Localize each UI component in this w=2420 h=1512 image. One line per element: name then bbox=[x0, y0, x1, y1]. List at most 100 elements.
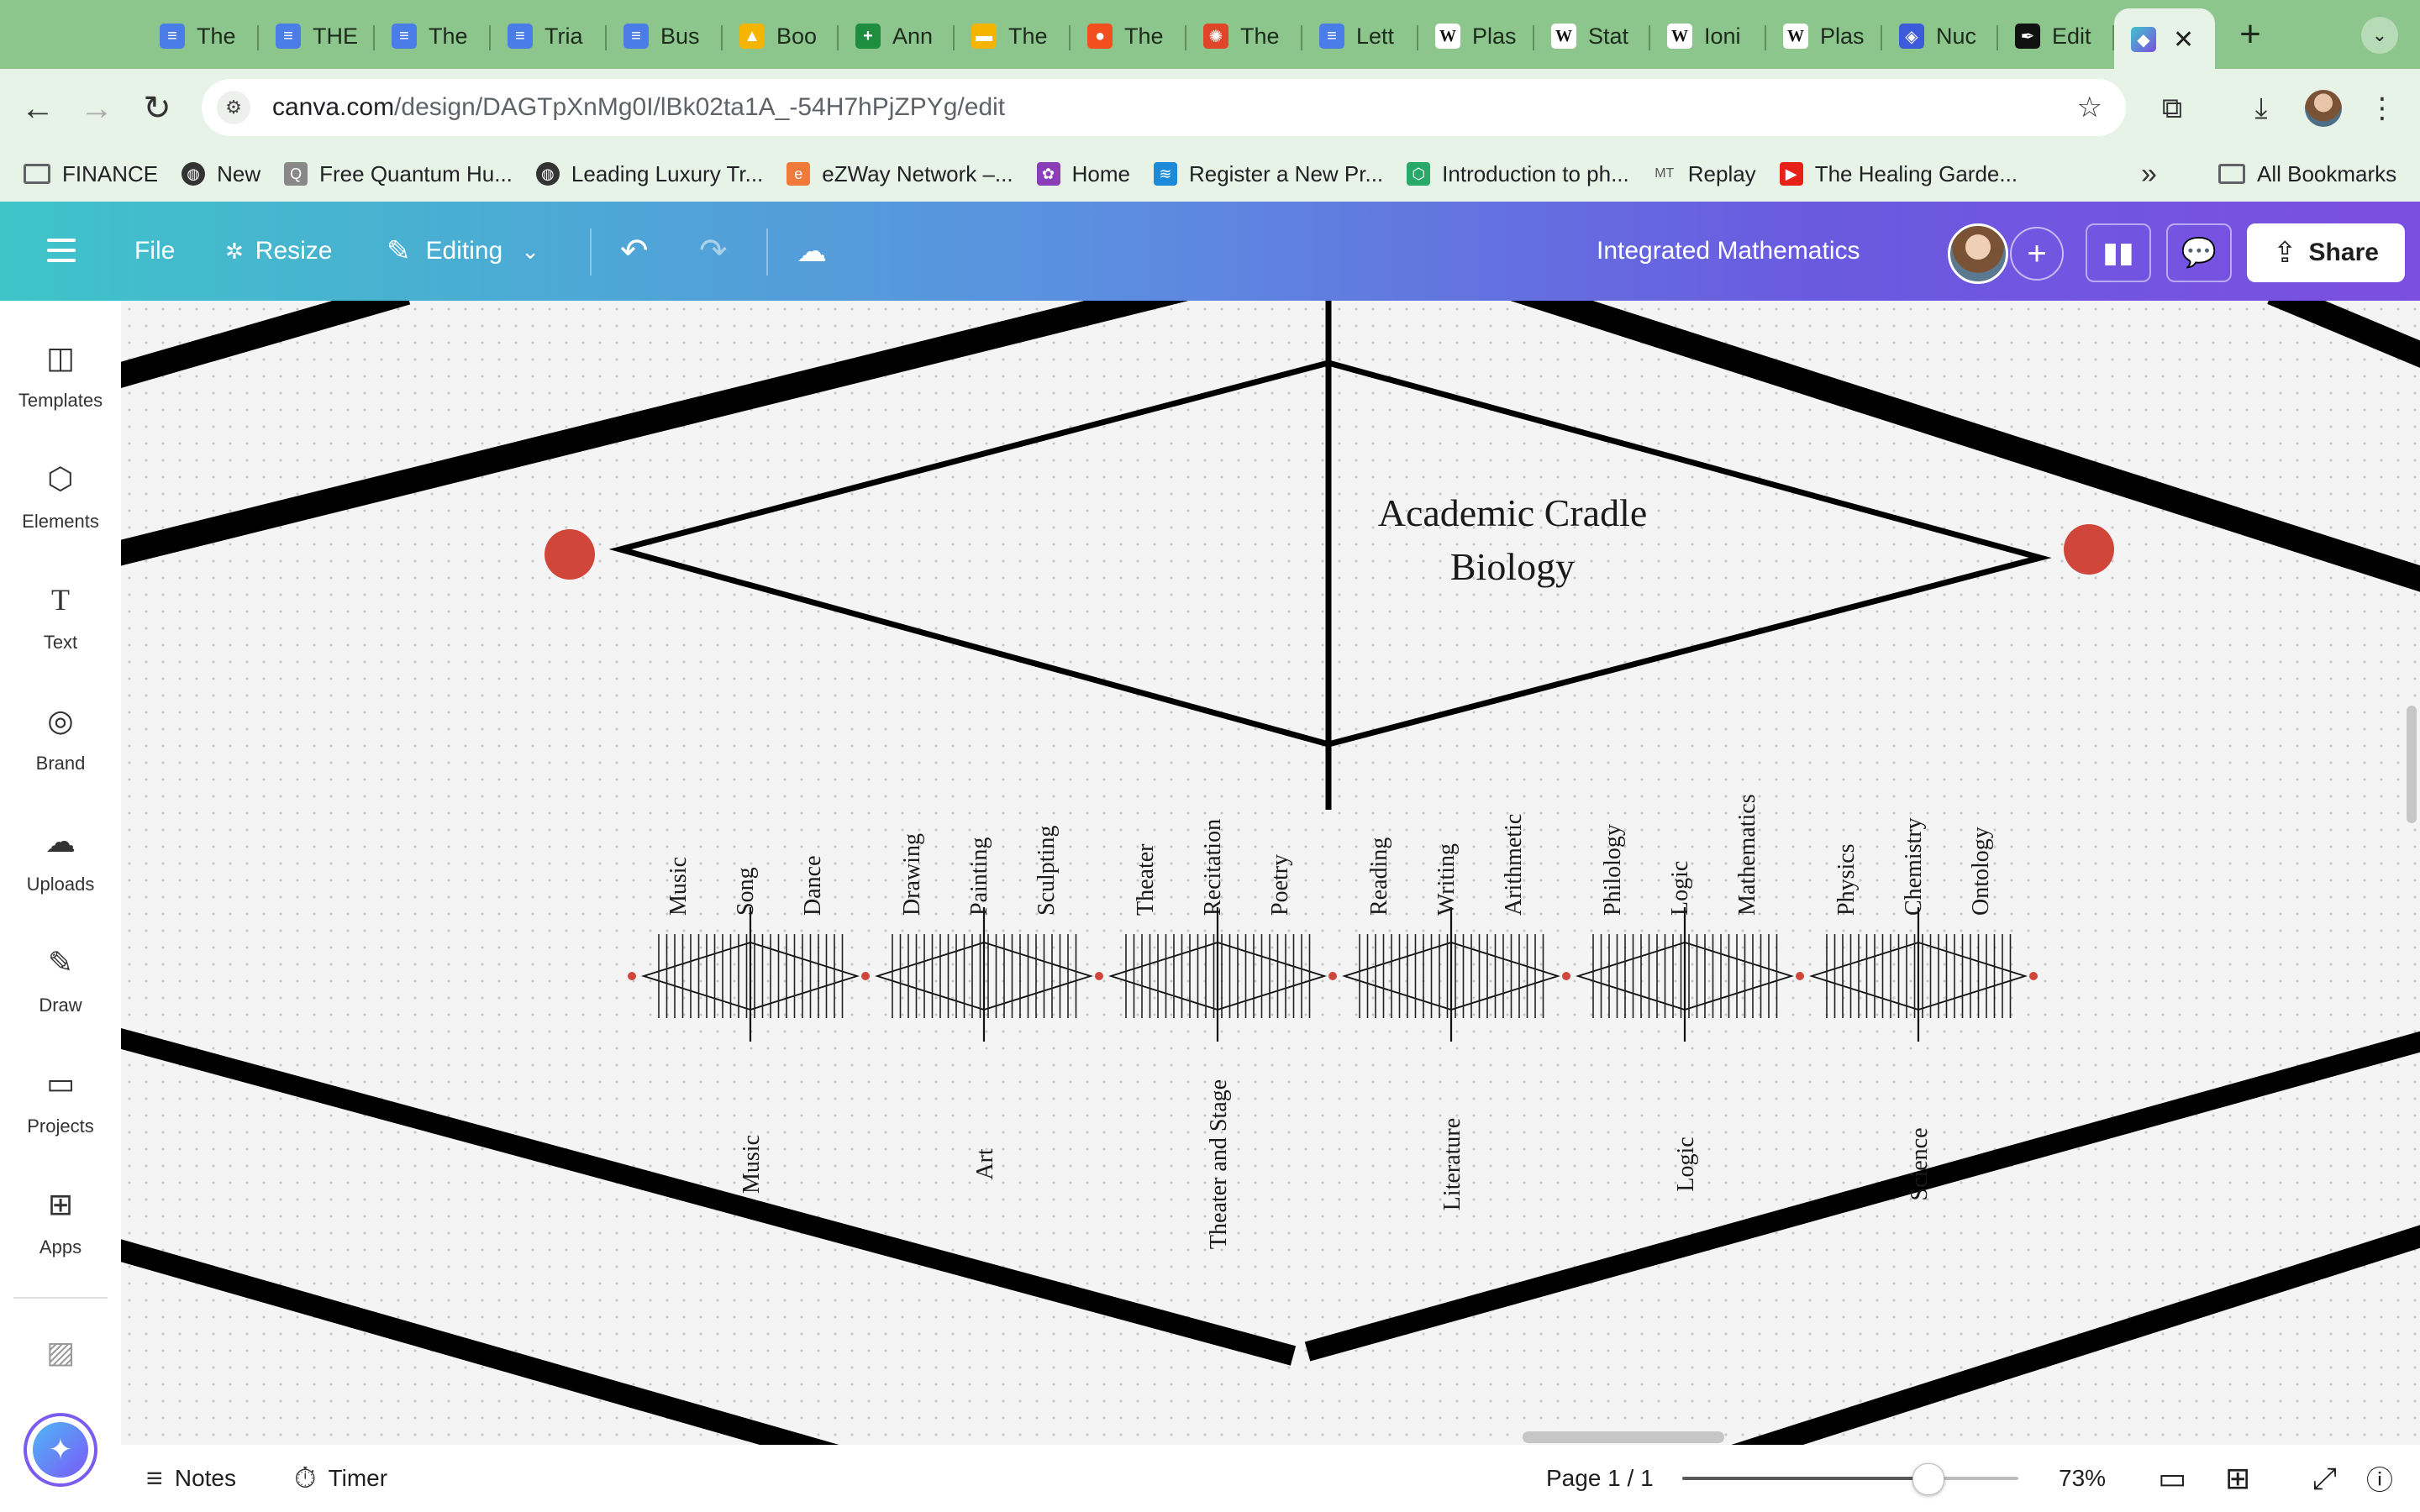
bookmark-star-icon[interactable]: ☆ bbox=[2076, 92, 2102, 123]
fullscreen-icon[interactable]: ⤢ bbox=[2312, 1460, 2337, 1495]
tab-1[interactable]: ≡ THE bbox=[259, 10, 375, 62]
diamond-shape[interactable] bbox=[608, 360, 2052, 748]
subject-label[interactable]: Theater bbox=[1133, 843, 1159, 916]
bookmark-2[interactable]: Q Free Quantum Hu... bbox=[284, 161, 513, 187]
bookmark-1[interactable]: ◍ New bbox=[182, 161, 260, 187]
subject-label[interactable]: Philology bbox=[1600, 824, 1626, 916]
zoom-slider[interactable] bbox=[1682, 1463, 2018, 1495]
browser-menu-icon[interactable]: ⋮ bbox=[2368, 92, 2396, 124]
resize-button[interactable]: ✲ Resize bbox=[225, 202, 333, 301]
small-red-dot[interactable] bbox=[628, 972, 636, 980]
site-settings-icon[interactable]: ⚙ bbox=[217, 91, 250, 124]
subject-group[interactable]: Theater Recitation Poetry Theater and Stage bbox=[1095, 819, 1327, 1249]
page-indicator[interactable]: Page 1 / 1 bbox=[1546, 1445, 1654, 1512]
tab-10[interactable]: ≡ Lett bbox=[1302, 10, 1418, 62]
bookmark-3[interactable]: ◍ Leading Luxury Tr... bbox=[535, 161, 763, 187]
tab-2[interactable]: ≡ The bbox=[375, 10, 491, 62]
tab-5[interactable]: ▲ Boo bbox=[723, 10, 839, 62]
sidebar-item-elements[interactable]: ⬡ Elements bbox=[0, 445, 121, 554]
subject-label[interactable]: Recitation bbox=[1200, 819, 1226, 916]
sidebar-item-projects[interactable]: ▭ Projects bbox=[0, 1050, 121, 1159]
frame-line[interactable] bbox=[1667, 1225, 2420, 1445]
editing-mode-button[interactable]: ✎ Editing ⌄ bbox=[387, 202, 539, 301]
help-icon[interactable]: ⓘ bbox=[2366, 1465, 2394, 1495]
download-icon[interactable]: ⤓ bbox=[2254, 92, 2268, 124]
category-label[interactable]: Theater and Stage bbox=[1206, 1079, 1232, 1249]
small-red-dot[interactable] bbox=[1328, 972, 1337, 980]
small-red-dot[interactable] bbox=[1562, 972, 1570, 980]
all-bookmarks-button[interactable]: All Bookmarks bbox=[2218, 161, 2396, 187]
subject-label[interactable]: Dance bbox=[800, 855, 826, 916]
sidebar-item-brand[interactable]: ◎ Brand bbox=[0, 687, 121, 796]
small-red-dot[interactable] bbox=[2029, 972, 2038, 980]
zoom-level[interactable]: 73% bbox=[2059, 1445, 2106, 1512]
profile-avatar[interactable] bbox=[2302, 87, 2344, 129]
new-tab-button[interactable]: + bbox=[2239, 13, 2261, 55]
subject-group[interactable]: Drawing Painting Sculpting Art bbox=[861, 826, 1093, 1180]
frame-line[interactable] bbox=[121, 1239, 911, 1445]
tab-16[interactable]: ✒ Edit bbox=[1998, 10, 2114, 62]
tab-11[interactable]: W Plas bbox=[1418, 10, 1534, 62]
frame-line[interactable] bbox=[1304, 1031, 2420, 1362]
notes-button[interactable]: ≡ Notes bbox=[146, 1445, 236, 1512]
category-label[interactable]: Music bbox=[739, 1135, 765, 1194]
category-label[interactable]: Art bbox=[972, 1148, 998, 1180]
subject-label[interactable]: Drawing bbox=[899, 833, 925, 916]
small-red-dot[interactable] bbox=[1095, 972, 1103, 980]
timer-button[interactable]: ⏱ Timer bbox=[294, 1445, 387, 1512]
design-canvas[interactable]: Academic Cradle Biology Music Song Dance Mu… bbox=[121, 301, 2420, 1445]
redo-icon[interactable]: ↷ bbox=[699, 233, 728, 270]
reload-icon[interactable]: ↻ bbox=[143, 90, 171, 127]
subject-label[interactable]: Arithmetic bbox=[1501, 814, 1527, 916]
design-svg[interactable]: Academic Cradle Biology Music Song DanceMu… bbox=[121, 301, 2420, 1445]
center-title-line2[interactable]: Biology bbox=[1450, 545, 1575, 588]
subject-label[interactable]: Writing bbox=[1434, 843, 1460, 916]
bookmark-4[interactable]: e eZWay Network –... bbox=[786, 161, 1013, 187]
frame-line[interactable] bbox=[121, 301, 1339, 566]
collaborator-avatar[interactable] bbox=[1948, 223, 2008, 284]
share-button[interactable]: ⇪ Share bbox=[2247, 223, 2405, 282]
tab-4[interactable]: ≡ Bus bbox=[607, 10, 723, 62]
frame-line[interactable] bbox=[1499, 301, 2420, 592]
subject-label[interactable]: Music bbox=[666, 857, 692, 916]
frame-line[interactable] bbox=[2267, 301, 2420, 370]
sidebar-item-uploads[interactable]: ☁ Uploads bbox=[0, 808, 121, 917]
subject-label[interactable]: Reading bbox=[1366, 837, 1392, 916]
subject-label[interactable]: Logic bbox=[1667, 861, 1693, 916]
tab-active-canva[interactable]: ◆ ✕ bbox=[2114, 8, 2215, 71]
bookmarks-overflow-icon[interactable]: » bbox=[2141, 157, 2157, 190]
file-menu-button[interactable]: File bbox=[134, 202, 175, 301]
insights-chart-icon[interactable]: ▮▮ bbox=[2086, 223, 2151, 282]
extensions-icon[interactable]: ⧉ bbox=[2161, 92, 2183, 124]
tab-0[interactable]: ≡ The bbox=[143, 10, 259, 62]
tab-7[interactable]: ▬ The bbox=[955, 10, 1071, 62]
tab-search-chevron-icon[interactable]: ⌄ bbox=[2361, 17, 2398, 54]
sidebar-item-text[interactable]: T Text bbox=[0, 566, 121, 675]
subject-label[interactable]: Painting bbox=[966, 837, 992, 916]
tab-14[interactable]: W Plas bbox=[1766, 10, 1882, 62]
document-title[interactable]: Integrated Mathematics bbox=[1597, 237, 1860, 265]
tab-13[interactable]: W Ioni bbox=[1650, 10, 1766, 62]
add-collaborator-button[interactable]: + bbox=[2010, 227, 2064, 281]
small-red-dot[interactable] bbox=[1796, 972, 1804, 980]
bookmark-8[interactable]: MT Replay bbox=[1653, 161, 1756, 187]
subject-label[interactable]: Poetry bbox=[1267, 854, 1293, 916]
frame-line[interactable] bbox=[121, 301, 411, 389]
main-menu-icon[interactable] bbox=[47, 239, 76, 269]
bookmark-5[interactable]: ✿ Home bbox=[1036, 161, 1130, 187]
grid-view-icon[interactable]: ⊞ bbox=[2225, 1461, 2251, 1495]
horizontal-scrollbar[interactable] bbox=[1523, 1431, 1724, 1443]
sidebar-item-images[interactable]: ▨ bbox=[0, 1326, 121, 1384]
subject-label[interactable]: Song bbox=[733, 867, 759, 916]
red-dot-right[interactable] bbox=[2064, 524, 2114, 575]
vertical-scrollbar[interactable] bbox=[2407, 706, 2417, 823]
comment-icon[interactable]: 💬 bbox=[2166, 223, 2232, 282]
subject-label[interactable]: Chemistry bbox=[1901, 817, 1927, 916]
bookmark-9[interactable]: ▶ The Healing Garde... bbox=[1779, 161, 2018, 187]
subject-group[interactable]: Philology Logic Mathematics Logic bbox=[1562, 794, 1794, 1192]
subject-group[interactable]: Physics Chemistry Ontology Science bbox=[1796, 817, 2028, 1201]
forward-arrow-icon[interactable]: → bbox=[80, 89, 113, 127]
address-bar[interactable]: ⚙ canva.com/design/DAGTpXnMg0I/lBk02ta1A… bbox=[202, 79, 2126, 136]
bookmark-6[interactable]: ≋ Register a New Pr... bbox=[1153, 161, 1383, 187]
undo-icon[interactable]: ↶ bbox=[620, 233, 649, 270]
